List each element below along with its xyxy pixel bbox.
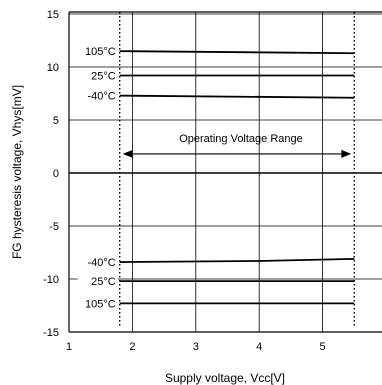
x-axis-label: Supply voltage, Vcc[V] <box>165 371 285 385</box>
series-label: 25°C <box>91 70 116 82</box>
series-label: -40°C <box>87 257 115 269</box>
plot-frame <box>68 11 382 333</box>
x-tick-label: 5 <box>320 341 326 353</box>
series-label-bg <box>77 68 118 82</box>
series-label: 105°C <box>85 46 116 58</box>
x-tick-label: 3 <box>193 341 199 353</box>
series-label-bg <box>77 274 118 288</box>
range-arrow-left-head <box>122 149 133 158</box>
series-label-bg <box>77 296 118 310</box>
y-axis-label: FG hysteresis voltage, Vhys[mV] <box>10 85 24 259</box>
operating-range <box>119 12 355 326</box>
range-arrow-right-head <box>341 149 352 158</box>
y-tick-label: 15 <box>47 9 59 21</box>
grid <box>69 12 382 332</box>
series-label: 105°C <box>85 298 116 310</box>
x-tick-label: 1 <box>66 341 72 353</box>
y-tick-label: 5 <box>53 115 59 127</box>
series-line <box>119 94 355 99</box>
series-label-bg <box>77 44 118 58</box>
series-label-bg <box>77 88 118 102</box>
series-label: 25°C <box>91 276 116 288</box>
x-tick-label: 2 <box>129 341 135 353</box>
series-group <box>119 50 355 305</box>
y-tick-label: 0 <box>53 168 59 180</box>
series-labels: 105°C 25°C -40°C -40°C 25°C 105°C <box>77 44 118 310</box>
y-tick-label: -15 <box>43 327 59 339</box>
y-tick-label: 10 <box>47 62 59 74</box>
y-tick-label: -10 <box>43 274 59 286</box>
tick-labels: -15-10-5051015123456 <box>43 9 326 353</box>
series-label: -40°C <box>87 91 115 103</box>
range-label: Operating Voltage Range <box>179 133 303 145</box>
series-line <box>119 50 355 55</box>
y-tick-label: -5 <box>49 221 59 233</box>
x-tick-label: 4 <box>256 341 262 353</box>
series-label-bg <box>77 255 118 269</box>
series-line <box>119 257 355 263</box>
